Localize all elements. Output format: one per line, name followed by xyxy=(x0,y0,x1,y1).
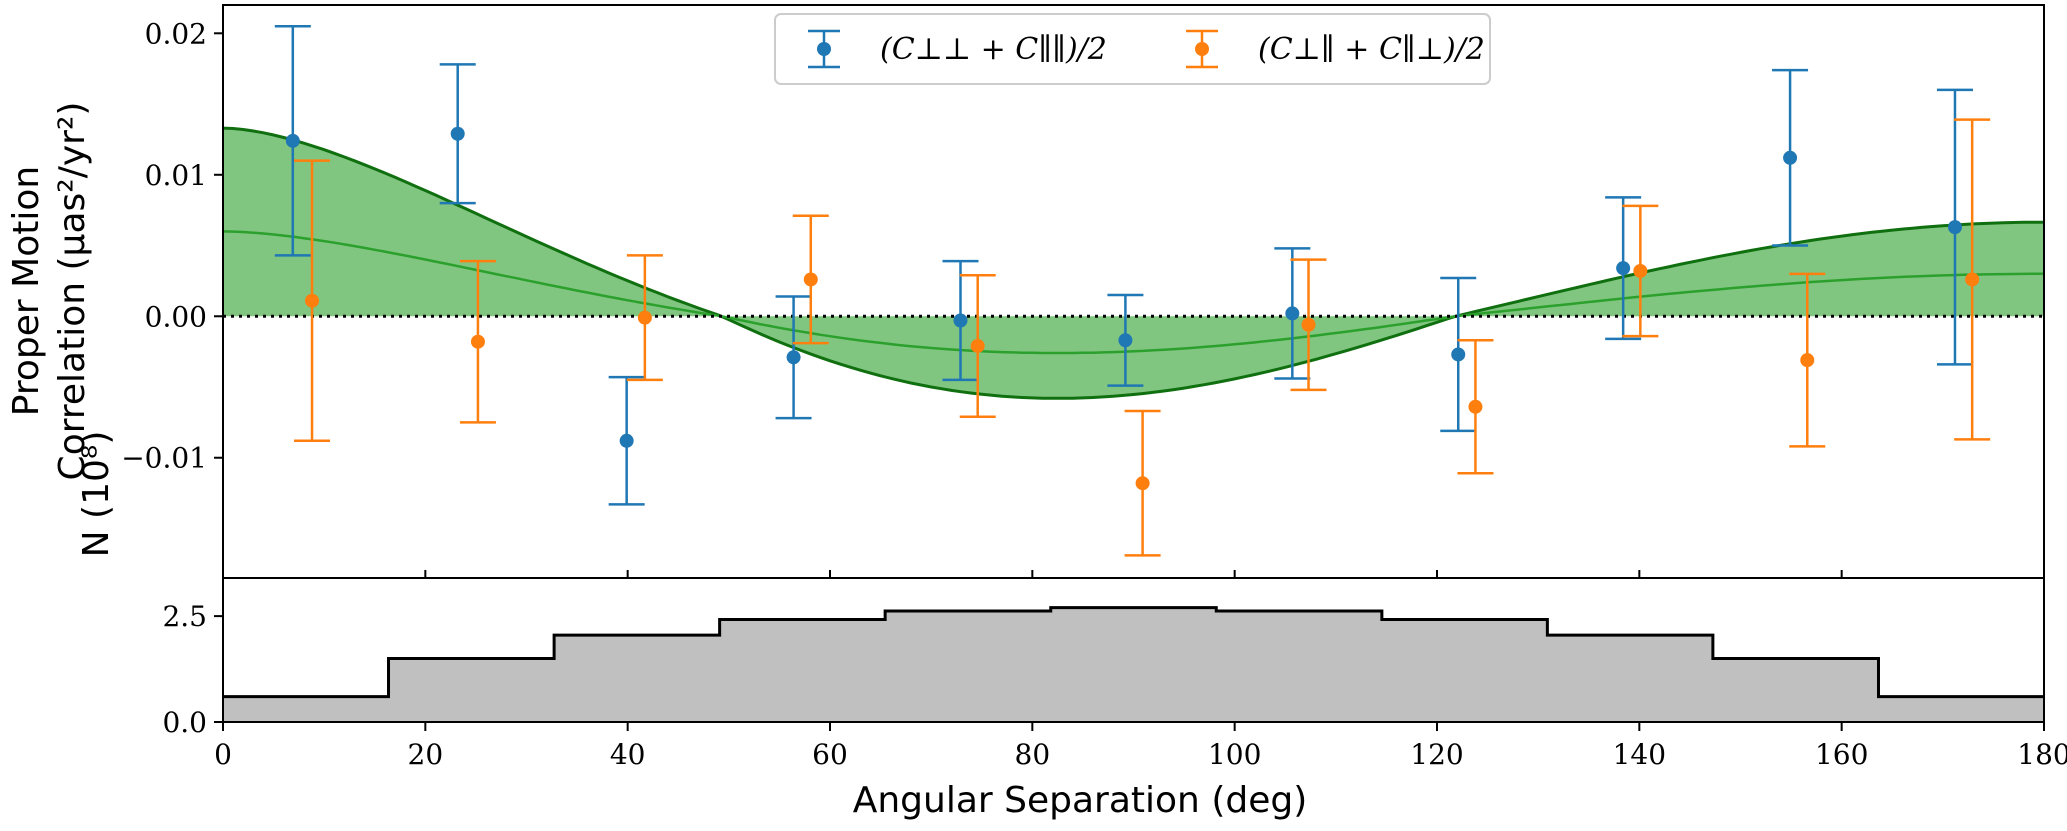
x-tick-label: 140 xyxy=(1613,738,1666,771)
series-2-point xyxy=(459,259,496,424)
x-tick-label: 60 xyxy=(812,738,848,771)
x-tick-label: 120 xyxy=(1410,738,1463,771)
counts-panel: 0.02.5 0 20 40 60 80 100 120 140 160 180 N (10⁸) … xyxy=(76,431,2067,821)
series-1-point xyxy=(1605,196,1642,341)
y-axis-label-line2: Correlation (μas²/yr²) xyxy=(52,102,93,481)
legend-marker xyxy=(1195,42,1209,56)
series-1-point xyxy=(1274,247,1311,380)
legend-entry-2: (C⊥∥ + C∥⊥)/2 xyxy=(1186,29,1485,69)
data-point xyxy=(1135,476,1150,491)
series-2-point xyxy=(294,159,331,443)
legend-label: (C⊥⊥ + C∥∥)/2 xyxy=(880,32,1107,67)
x-axis-label: Angular Separation (deg) xyxy=(853,780,1308,821)
series-1-point xyxy=(608,375,645,506)
x-tick-label: 40 xyxy=(610,738,646,771)
legend-box xyxy=(774,13,1491,85)
y-tick-label: −0.01 xyxy=(121,442,207,475)
data-point xyxy=(470,334,485,349)
data-points-group xyxy=(274,24,1991,557)
data-point xyxy=(305,293,320,308)
series-2-point xyxy=(1124,409,1161,557)
histogram-group xyxy=(223,606,2044,722)
bottom-y-axis-label: N (10⁸) xyxy=(76,431,117,558)
series-2-point xyxy=(959,273,996,418)
x-tick-label: 180 xyxy=(2017,738,2067,771)
series-1-point xyxy=(1936,88,1973,366)
data-point xyxy=(786,350,801,365)
data-point xyxy=(1800,353,1815,368)
y-tick-label: 0.0 xyxy=(162,706,207,739)
data-point xyxy=(1468,399,1483,414)
x-axis: 0 20 40 60 80 100 120 140 160 180 xyxy=(214,722,2067,771)
series-1-point xyxy=(1440,276,1477,433)
model-band-edge xyxy=(222,126,2044,400)
y-axis-label-line1: Proper Motion xyxy=(6,166,47,416)
model-band-fill xyxy=(223,128,2044,399)
bottom-axes-frame xyxy=(222,577,2045,723)
data-point xyxy=(637,310,652,325)
histogram-step-line xyxy=(223,606,2044,699)
series-2-point xyxy=(1457,339,1494,475)
series-1-point xyxy=(274,24,311,257)
y-tick-label: 0.00 xyxy=(145,300,207,333)
data-point xyxy=(1965,272,1980,287)
x-tick-label: 100 xyxy=(1208,738,1261,771)
series-2-point xyxy=(1290,258,1327,392)
y-tick-label: 0.01 xyxy=(145,159,207,192)
data-point xyxy=(1451,347,1466,362)
series-1-point xyxy=(775,295,812,420)
data-point xyxy=(803,272,818,287)
legend-entry-1: (C⊥⊥ + C∥∥)/2 xyxy=(808,29,1107,69)
data-point xyxy=(1633,263,1648,278)
histogram-fill xyxy=(223,607,2044,722)
data-point xyxy=(1118,333,1133,348)
series-2-point xyxy=(626,254,663,382)
x-tick-label: 80 xyxy=(1015,738,1051,771)
data-point xyxy=(619,433,634,448)
series-1-point xyxy=(439,63,476,205)
data-point xyxy=(1285,306,1300,321)
data-point xyxy=(953,313,968,328)
model-median-line xyxy=(222,230,2044,355)
data-point xyxy=(1947,220,1962,235)
data-point xyxy=(1783,150,1798,165)
legend-label: (C⊥∥ + C∥⊥)/2 xyxy=(1258,32,1485,67)
legend: (C⊥⊥ + C∥∥)/2 (C⊥∥ + C∥⊥)/2 xyxy=(774,13,1491,85)
data-point xyxy=(1301,317,1316,332)
series-2-point xyxy=(792,214,829,345)
correlation-panel: −0.01 0.00 0.01 0.02 Proper Motion Correlat… xyxy=(6,4,2045,579)
x-tick-label: 160 xyxy=(1815,738,1868,771)
series-1-point xyxy=(1772,68,1809,247)
series-1-point xyxy=(1107,293,1144,387)
top-x-ticks xyxy=(222,570,2045,578)
series-2-point xyxy=(1622,204,1659,338)
series-1-point xyxy=(942,259,979,382)
y-tick-label: 0.02 xyxy=(145,17,207,50)
x-tick-label: 0 xyxy=(214,738,232,771)
model-band-group xyxy=(222,126,2044,400)
data-point xyxy=(285,133,300,148)
legend-marker xyxy=(817,42,831,56)
series-2-point xyxy=(1954,118,1991,441)
x-tick-label: 20 xyxy=(408,738,444,771)
series-2-point xyxy=(1789,272,1826,448)
data-point xyxy=(450,126,465,141)
data-point xyxy=(970,338,985,353)
y-tick-label: 2.5 xyxy=(162,600,207,633)
top-y-axis: −0.01 0.00 0.01 0.02 xyxy=(121,17,223,475)
bottom-y-axis: 0.0 2.5 xyxy=(162,600,223,739)
data-point xyxy=(1616,261,1631,276)
